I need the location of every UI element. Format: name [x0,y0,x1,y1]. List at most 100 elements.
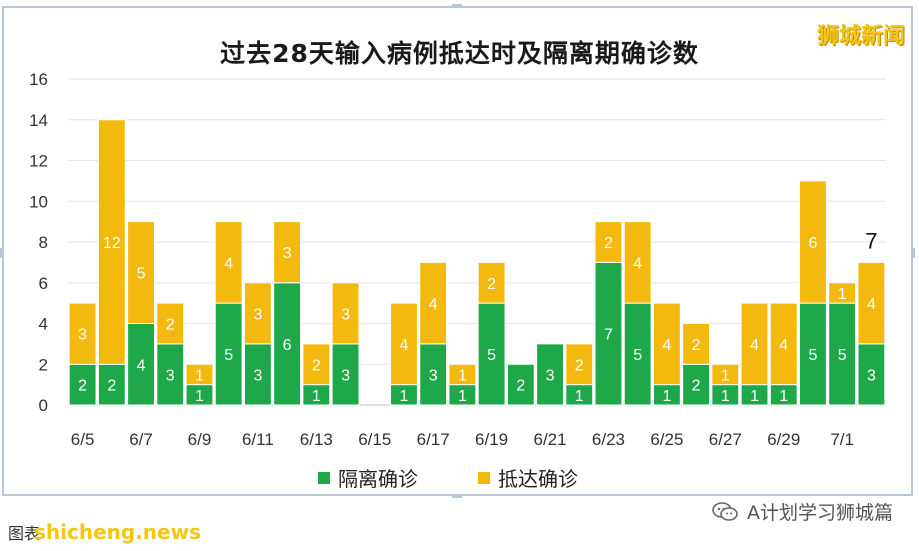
bar-value-label: 6 [283,337,292,354]
bar-value-label: 2 [78,378,87,395]
bar-value-label: 4 [429,296,438,313]
legend-item-arrival: 抵达确诊 [478,463,578,492]
x-tick-label: 6/5 [71,430,95,449]
bar-quarantine [68,363,97,406]
bar-value-label: 5 [487,347,496,364]
bar-value-label: 5 [809,347,818,364]
bar-arrival [682,323,711,365]
bar-arrival [243,282,272,345]
x-tick-label: 6/27 [709,430,742,449]
bar-quarantine [682,363,711,406]
y-tick-label: 0 [39,396,48,415]
bar-arrival [185,363,214,386]
legend-label-arrival: 抵达确诊 [498,467,578,491]
bar-value-label: 2 [312,357,321,374]
bar-value-label: 3 [166,367,175,384]
resize-handle-top[interactable] [452,4,462,8]
wechat-icon [712,501,738,521]
bar-arrival [769,302,798,386]
bar-value-label: 3 [253,306,262,323]
bar-value-label: 1 [312,388,321,405]
bar-quarantine [799,302,827,406]
bar-value-label: 3 [78,327,87,344]
bar-arrival [652,302,681,386]
legend-swatch-quarantine [318,471,330,484]
bar-value-label: 1 [400,388,409,405]
x-tick-label: 7/1 [830,430,854,449]
resize-handle-left[interactable] [0,248,4,258]
bar-value-label: 12 [103,235,121,252]
bar-arrival [565,343,594,386]
bar-value-label: 4 [633,255,642,272]
bar-value-label: 4 [137,357,146,374]
bar-value-label: 1 [721,367,730,384]
bar-value-label: 1 [195,367,204,384]
bar-arrival [214,221,243,304]
bar-value-label: 3 [283,245,292,262]
bar-value-label: 2 [604,235,613,252]
x-tick-label: 6/19 [475,430,508,449]
bar-value-label: 2 [487,276,496,293]
bar-value-label: 4 [662,337,671,354]
total-annotation: 7 [865,228,877,253]
footer-watermark: shicheng.news [34,520,201,544]
bar-arrival [594,221,623,263]
bar-quarantine [273,282,302,406]
bar-value-label: 3 [253,367,262,384]
y-tick-label: 8 [39,233,48,252]
y-tick-label: 2 [39,355,48,374]
bar-arrival [273,221,302,284]
x-tick-label: 6/13 [300,430,333,449]
bar-value-label: 4 [224,255,233,272]
bar-quarantine [536,343,564,406]
x-tick-label: 6/29 [767,430,800,449]
y-tick-label: 16 [29,70,48,89]
resize-handle-bottom[interactable] [452,494,462,498]
resize-handle-right[interactable] [911,248,915,258]
bar-value-label: 4 [867,296,876,313]
bar-arrival [857,261,886,345]
bar-arrival [448,363,477,386]
x-tick-label: 6/25 [650,430,683,449]
bar-arrival [156,302,185,345]
bar-value-label: 1 [458,388,467,405]
bar-value-label: 1 [838,286,847,303]
brand-logo-text: 狮城新闻 [816,24,905,49]
x-tick-label: 6/21 [533,430,566,449]
bar-arrival [302,343,331,386]
bar-quarantine [506,363,535,406]
x-tick-label: 6/7 [129,430,153,449]
x-tick-label: 6/15 [358,430,391,449]
bar-value-label: 1 [575,388,584,405]
bar-value-label: 3 [429,367,438,384]
bar-value-label: 2 [692,378,701,395]
bar-value-label: 3 [341,367,350,384]
bar-quarantine [243,343,272,406]
bar-quarantine [828,302,857,406]
chart-title: 过去28天输入病例抵达时及隔离期确诊数 [220,39,699,68]
bar-arrival [331,282,360,345]
bar-value-label: 1 [721,388,730,405]
bar-quarantine [623,302,652,406]
bar-quarantine [127,323,155,406]
footer-note: 图表 [8,524,41,543]
y-tick-label: 10 [29,192,48,211]
bar-arrival [390,302,418,386]
legend-label-quarantine: 隔离确诊 [338,467,418,491]
chart-legend: 隔离确诊 抵达确诊 [318,463,578,492]
bar-arrival [97,119,126,365]
bar-value-label: 1 [662,388,671,405]
y-tick-label: 12 [29,152,48,171]
legend-swatch-arrival [478,471,490,484]
bar-value-label: 1 [458,367,467,384]
bar-arrival [419,261,448,345]
y-tick-label: 6 [39,274,48,293]
bar-quarantine [331,343,360,406]
bar-value-label: 1 [750,388,759,405]
bar-arrival [799,180,827,304]
footer-account[interactable]: A计划学习狮城篇 [711,498,893,525]
bar-arrival [711,363,740,386]
bar-arrival [477,261,506,304]
bar-quarantine [594,261,623,406]
